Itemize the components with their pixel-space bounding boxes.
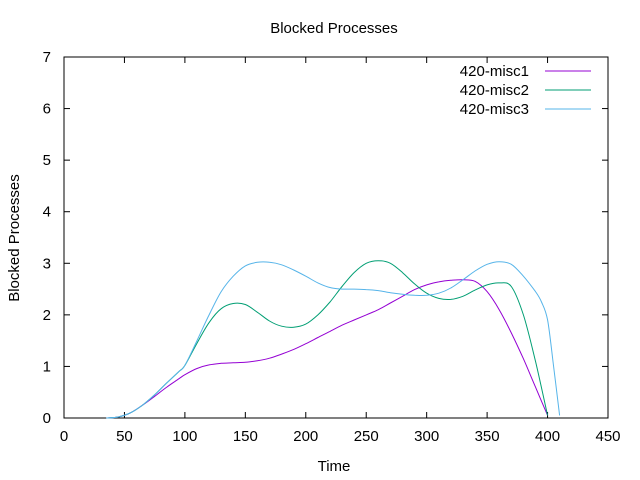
x-tick-label: 250: [354, 428, 379, 445]
x-axis-label: Time: [318, 458, 351, 475]
x-tick-label: 450: [595, 428, 620, 445]
x-tick-label: 200: [293, 428, 318, 445]
series-line-420-misc2: [106, 260, 549, 419]
x-tick-label: 350: [475, 428, 500, 445]
y-tick-label: 7: [43, 49, 51, 66]
x-tick-label: 50: [116, 428, 133, 445]
y-tick-label: 6: [43, 101, 51, 118]
plot-frame: [63, 56, 609, 419]
y-tick-label: 3: [43, 255, 51, 272]
y-tick-label: 2: [43, 307, 51, 324]
x-tick-label: 100: [172, 428, 197, 445]
legend-label: 420-misc2: [460, 82, 529, 99]
x-tick-label: 400: [535, 428, 560, 445]
series-line-420-misc3: [106, 261, 561, 419]
y-tick-label: 1: [43, 358, 51, 375]
plot-area: 0 50 100 150 200 250 300 350 400 450 0 1 2 3 4 5 6 7 420-m…: [43, 49, 621, 445]
series-line-420-misc1: [106, 279, 549, 419]
y-tick-label: 5: [43, 152, 51, 169]
x-tick-label: 0: [60, 428, 68, 445]
x-tick-label: 300: [414, 428, 439, 445]
chart-title: Blocked Processes: [270, 20, 398, 37]
y-tick-label: 4: [43, 204, 51, 221]
legend-label: 420-misc1: [460, 63, 529, 80]
legend-label: 420-misc3: [460, 101, 529, 118]
y-axis-label: Blocked Processes: [6, 174, 23, 302]
x-tick-label: 150: [233, 428, 258, 445]
y-tick-label: 0: [43, 410, 51, 427]
